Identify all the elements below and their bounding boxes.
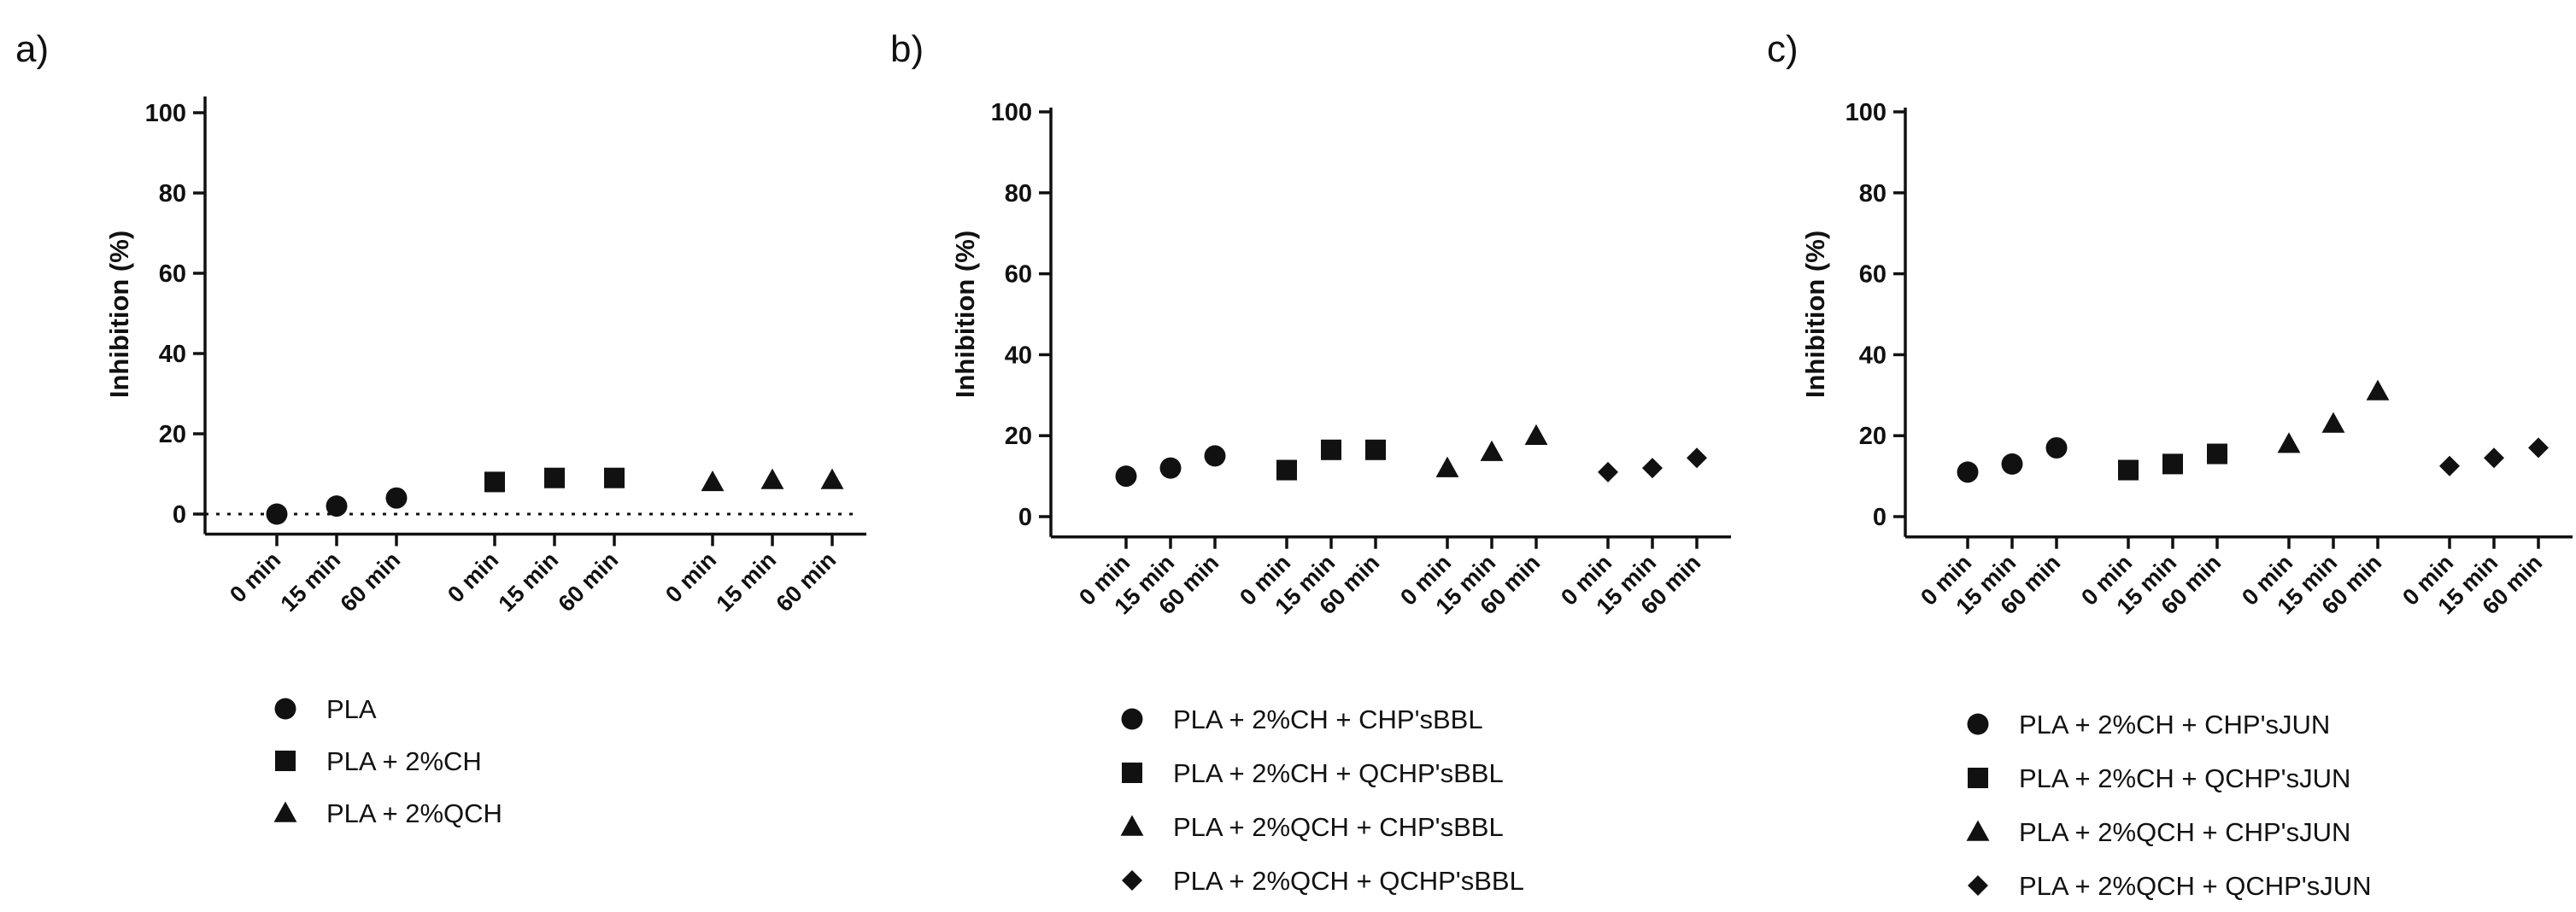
data-point bbox=[1642, 458, 1663, 479]
y-tick-label: 60 bbox=[159, 260, 186, 288]
data-point bbox=[385, 487, 408, 509]
data-point bbox=[1365, 439, 1386, 460]
data-point bbox=[326, 495, 348, 517]
y-tick-label: 80 bbox=[1005, 180, 1032, 208]
legend-label: PLA + 2%QCH + QCHP'sBBL bbox=[1173, 866, 1524, 896]
y-tick-label: 60 bbox=[1859, 261, 1887, 289]
panel-a-y-axis-title: Inhibition (%) bbox=[104, 231, 134, 398]
y-tick-label: 60 bbox=[1005, 261, 1032, 289]
panel-a-label: a) bbox=[15, 28, 49, 70]
data-point bbox=[1321, 439, 1341, 460]
y-tick-label: 20 bbox=[159, 421, 186, 448]
legend-marker bbox=[1968, 768, 1988, 788]
data-point bbox=[484, 471, 505, 493]
legend-marker bbox=[1967, 713, 1989, 735]
legend-marker bbox=[273, 801, 297, 822]
y-tick-label: 80 bbox=[159, 180, 186, 208]
legend-label: PLA + 2%QCH + QCHP'sJUN bbox=[2019, 871, 2372, 901]
y-tick-label: 0 bbox=[173, 501, 186, 529]
panel-c-label: c) bbox=[1767, 28, 1799, 70]
y-tick-label: 100 bbox=[1845, 99, 1887, 126]
y-tick-label: 40 bbox=[159, 341, 186, 368]
data-point bbox=[2366, 379, 2390, 400]
data-point bbox=[604, 467, 625, 488]
legend-marker bbox=[274, 698, 296, 720]
legend-marker bbox=[1122, 870, 1142, 891]
data-point bbox=[1524, 424, 1548, 445]
legend-label: PLA + 2%CH + CHP'sBBL bbox=[1173, 704, 1483, 734]
data-point bbox=[1276, 459, 1297, 481]
legend-label: PLA + 2%CH bbox=[326, 746, 482, 776]
legend-label: PLA + 2%CH + QCHP'sBBL bbox=[1173, 758, 1504, 788]
data-point bbox=[1159, 457, 1182, 479]
y-tick-label: 40 bbox=[1859, 342, 1887, 369]
y-tick-label: 0 bbox=[1873, 504, 1887, 531]
legend-label: PLA bbox=[326, 694, 377, 724]
data-point bbox=[1115, 465, 1137, 488]
legend-label: PLA + 2%CH + CHP'sJUN bbox=[2019, 710, 2330, 740]
data-point bbox=[820, 468, 844, 489]
data-point bbox=[2045, 436, 2068, 459]
panel-b-y-axis-title: Inhibition (%) bbox=[950, 231, 980, 398]
data-point bbox=[2001, 453, 2023, 475]
legend-label: PLA + 2%QCH + CHP'sBBL bbox=[1173, 812, 1504, 842]
legend-marker bbox=[1968, 875, 1988, 896]
legend-label: PLA + 2%QCH bbox=[326, 798, 502, 828]
data-point bbox=[2277, 432, 2301, 453]
legend-label: PLA + 2%CH + QCHP'sJUN bbox=[2019, 763, 2350, 793]
y-tick-label: 20 bbox=[1859, 423, 1887, 450]
data-point bbox=[1598, 461, 1618, 482]
data-point bbox=[1204, 445, 1226, 467]
data-point bbox=[2162, 453, 2183, 475]
data-point bbox=[2118, 459, 2139, 481]
y-tick-label: 100 bbox=[145, 100, 186, 127]
legend-marker bbox=[1120, 815, 1144, 836]
data-point bbox=[1687, 447, 1707, 469]
data-point bbox=[1480, 440, 1504, 461]
y-tick-label: 0 bbox=[1018, 504, 1032, 531]
data-point bbox=[266, 503, 288, 525]
data-point bbox=[2439, 455, 2460, 476]
legend-marker bbox=[275, 751, 296, 771]
data-point bbox=[760, 468, 784, 489]
legend-marker bbox=[1122, 763, 1142, 783]
y-tick-label: 40 bbox=[1005, 342, 1032, 369]
data-point bbox=[2321, 412, 2345, 433]
data-point bbox=[1435, 456, 1459, 477]
panel-c-y-axis-title: Inhibition (%) bbox=[1800, 231, 1830, 398]
y-tick-label: 20 bbox=[1005, 423, 1032, 450]
y-tick-label: 80 bbox=[1859, 180, 1887, 208]
data-point bbox=[2528, 437, 2549, 459]
data-point bbox=[1957, 461, 1979, 483]
panel-b-label: b) bbox=[890, 28, 924, 70]
legend-label: PLA + 2%QCH + CHP'sJUN bbox=[2019, 817, 2350, 847]
y-tick-label: 100 bbox=[991, 99, 1032, 126]
data-point bbox=[2484, 447, 2504, 469]
data-point bbox=[544, 467, 565, 488]
data-point bbox=[2207, 443, 2227, 465]
data-point bbox=[701, 470, 725, 492]
legend-marker bbox=[1121, 708, 1143, 730]
legend-marker bbox=[1966, 820, 1990, 841]
